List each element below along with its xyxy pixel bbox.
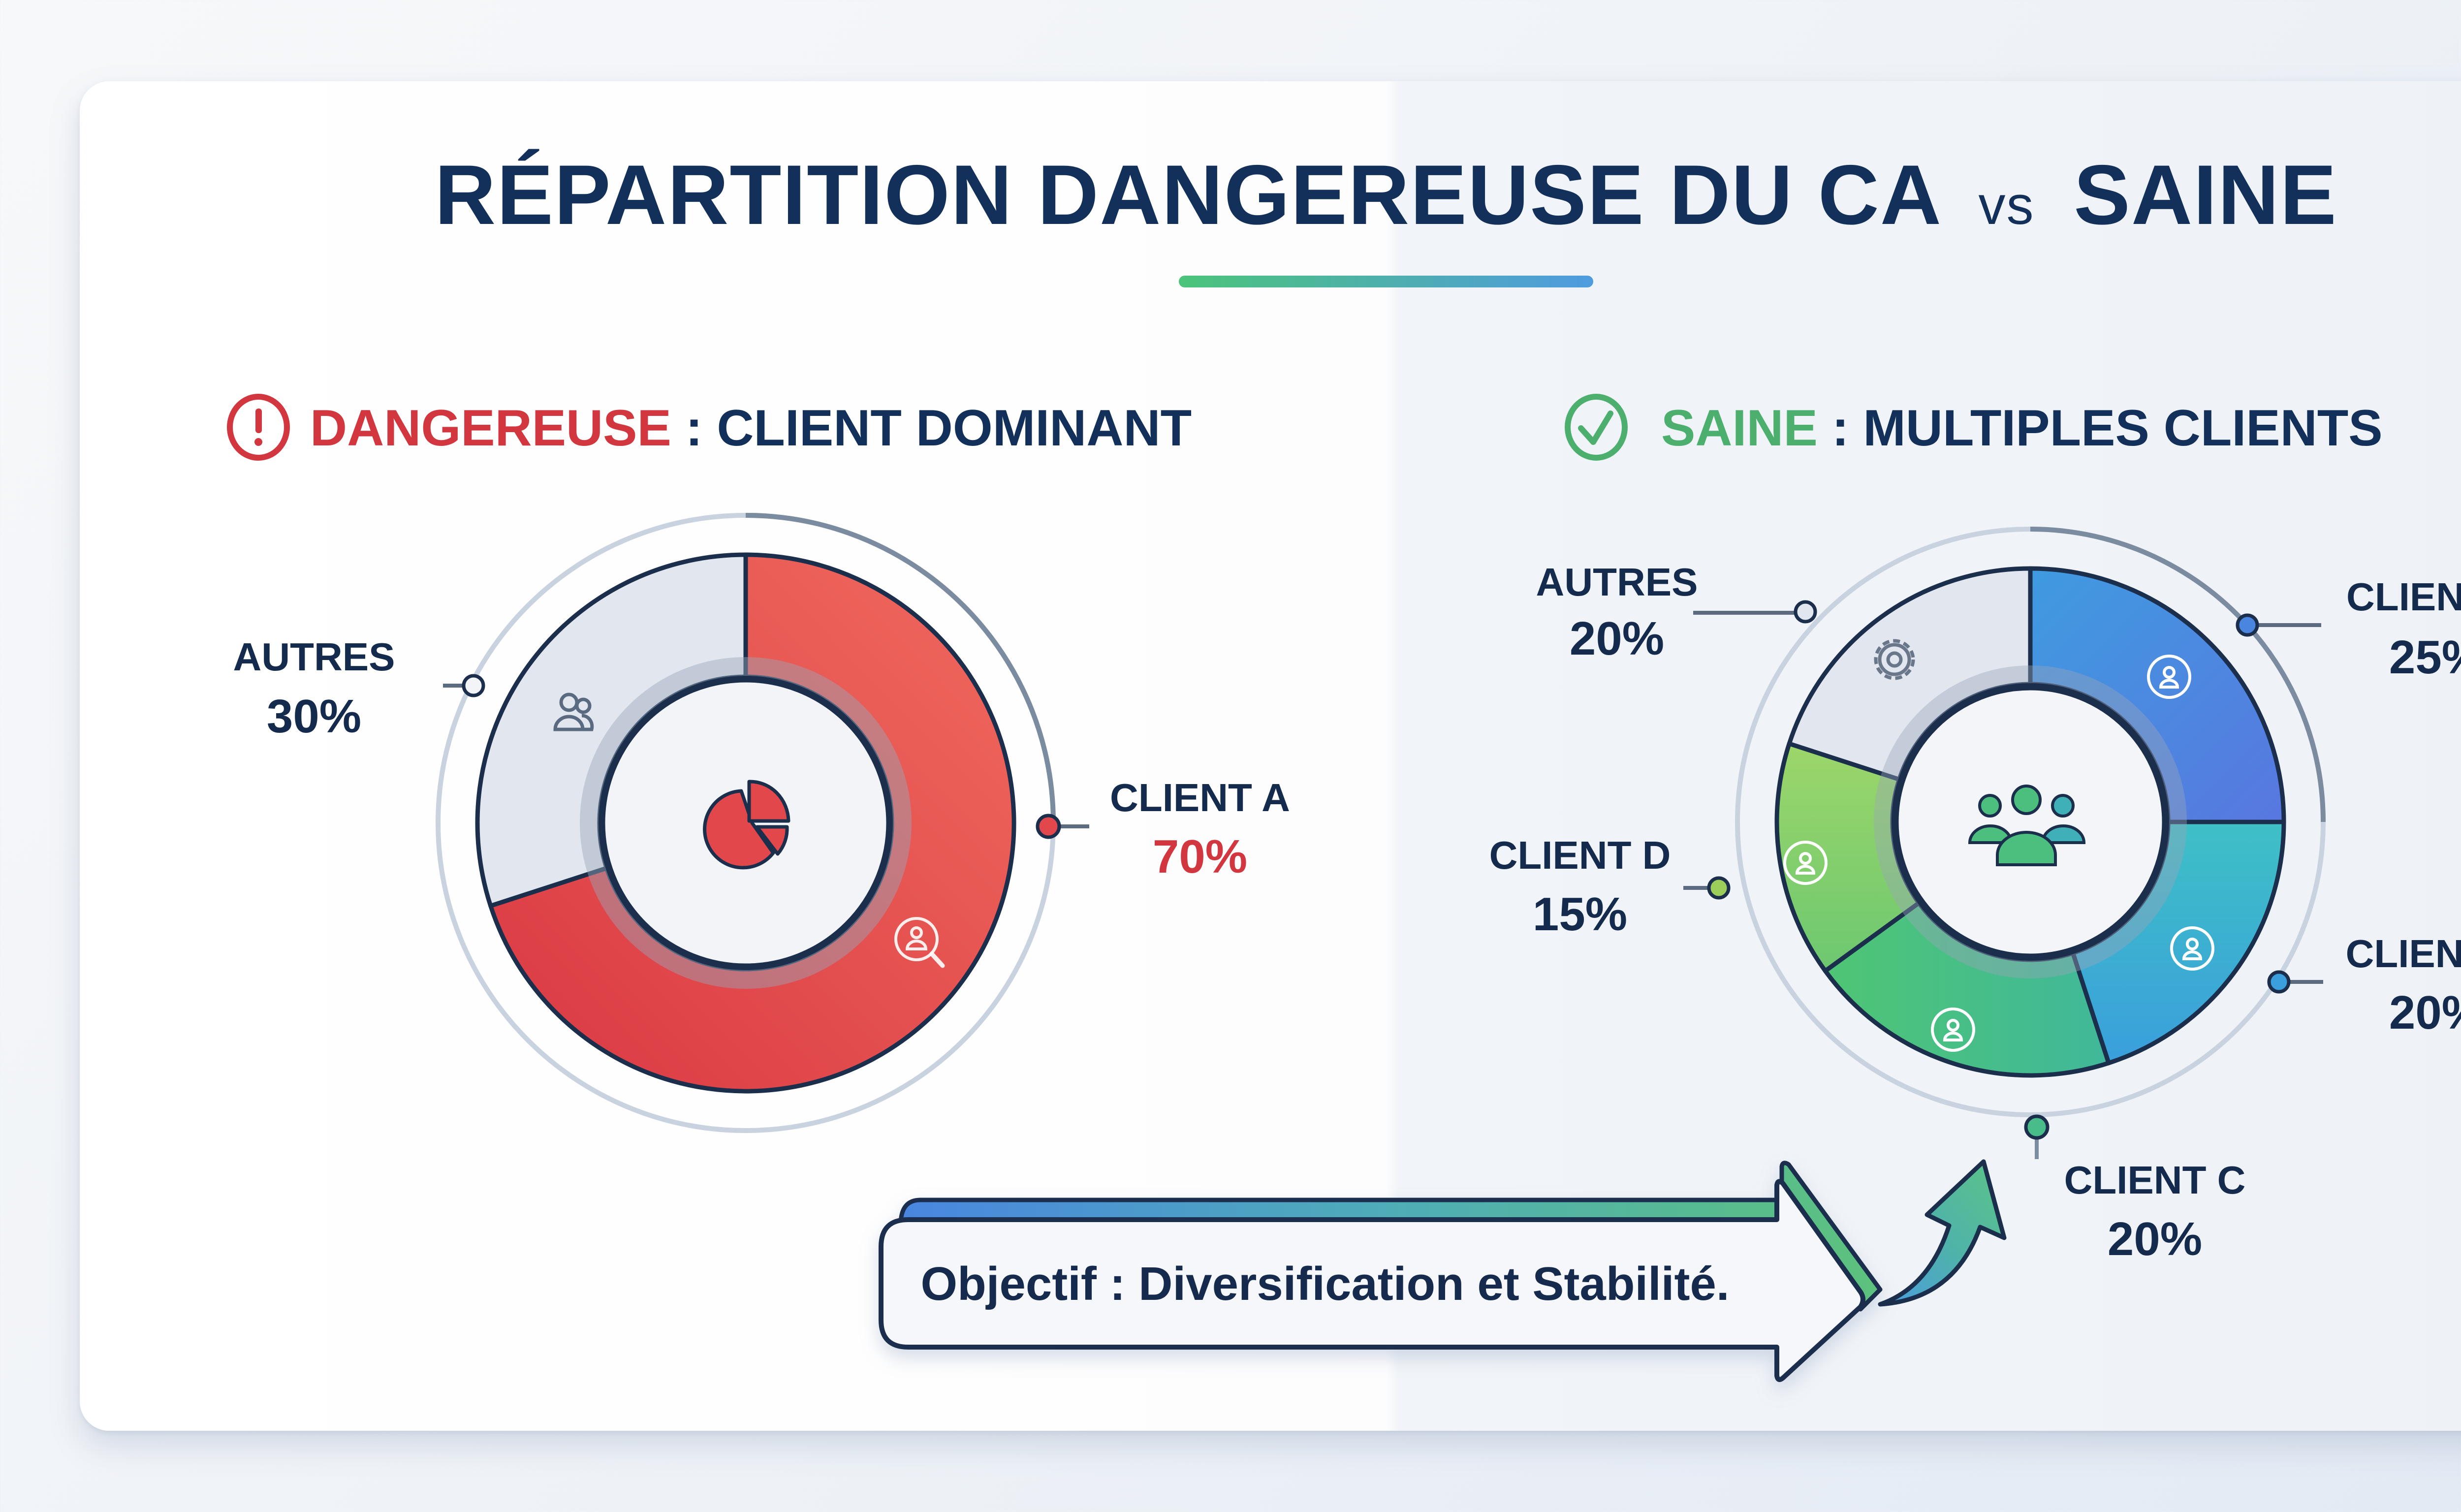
right-separator: :	[1832, 400, 1863, 457]
value-autres-right: 20%	[1570, 612, 1664, 665]
title-end: SAINE	[2074, 148, 2337, 242]
title-main: RÉPARTITION DANGEREUSE DU CA	[435, 148, 1939, 242]
value-client-a-right: 25%	[2389, 631, 2461, 684]
check-circle-icon	[1565, 394, 1628, 461]
svg-text:SAINE : MULTIPLE: SAINE : MULTIPLES CLIENTS	[1661, 400, 2383, 457]
left-heading-text: CLIENT DOMINANT	[717, 400, 1192, 457]
label-client-b-right: CLIENT B	[2346, 932, 2461, 976]
value-client-c-right: 20%	[2108, 1213, 2202, 1265]
svg-text:DANGEREUSE : CLI: DANGEREUSE : CLIENT DOMINANT	[310, 400, 1192, 457]
user-icon	[2170, 926, 2214, 971]
user-icon	[1783, 841, 1828, 885]
segment-client-c[interactable]	[1823, 901, 2111, 1078]
segment-autres[interactable]	[1787, 566, 2033, 782]
trend-up-arrow-icon	[1878, 1159, 2007, 1307]
objective-banner: Objectif : Diversification et Stabilité.	[879, 1161, 1883, 1382]
svg-text:RÉPARTITION DANGEREUSE DU CA: RÉPARTITION DANGEREUSE DU CA vs SAINE	[435, 148, 2337, 242]
value-client-d-right: 15%	[1533, 888, 1627, 941]
value-client-a-left: 70%	[1153, 830, 1247, 883]
user-icon	[2147, 655, 2191, 699]
label-client-a-left: CLIENT A	[1110, 776, 1290, 819]
label-client-d-right: CLIENT D	[1489, 833, 1671, 877]
right-heading-text: MULTIPLES CLIENTS	[1863, 400, 2382, 457]
objective-text: Objectif : Diversification et Stabilité.	[920, 1258, 1729, 1310]
label-autres-left: AUTRES	[233, 635, 395, 679]
segment-autres[interactable]	[475, 552, 748, 908]
page-title: RÉPARTITION DANGEREUSE DU CA vs SAINE	[435, 148, 2337, 242]
right-heading: SAINE : MULTIPLES CLIENTS	[1565, 394, 2383, 461]
left-status-word: DANGEREUSE	[310, 400, 671, 457]
segment-client-a[interactable]	[488, 552, 1016, 1094]
exclamation-circle-icon	[227, 394, 290, 461]
left-separator: :	[686, 400, 717, 457]
right-status-word: SAINE	[1661, 400, 1818, 457]
value-autres-left: 30%	[267, 690, 361, 743]
title-underline	[1179, 276, 1593, 287]
label-autres-right: AUTRES	[1536, 560, 1698, 604]
pie-chart-icon	[703, 780, 790, 870]
gear-icon	[1874, 639, 1915, 680]
user-icon	[1931, 1008, 1975, 1052]
user-search-icon	[894, 917, 945, 968]
segment-client-b[interactable]	[2071, 819, 2286, 1066]
left-donut-chart	[436, 513, 1089, 1133]
users-icon	[553, 693, 594, 731]
label-client-c-right: CLIENT C	[2064, 1158, 2246, 1202]
segment-client-d[interactable]	[1774, 741, 1921, 974]
right-donut-chart	[1683, 527, 2326, 1159]
title-vs: vs	[1978, 175, 2034, 236]
label-client-a-right: CLIENT A	[2346, 575, 2461, 619]
value-client-b-right: 20%	[2389, 986, 2461, 1039]
group-icon	[1968, 785, 2086, 866]
left-heading: DANGEREUSE : CLIENT DOMINANT	[227, 394, 1192, 461]
